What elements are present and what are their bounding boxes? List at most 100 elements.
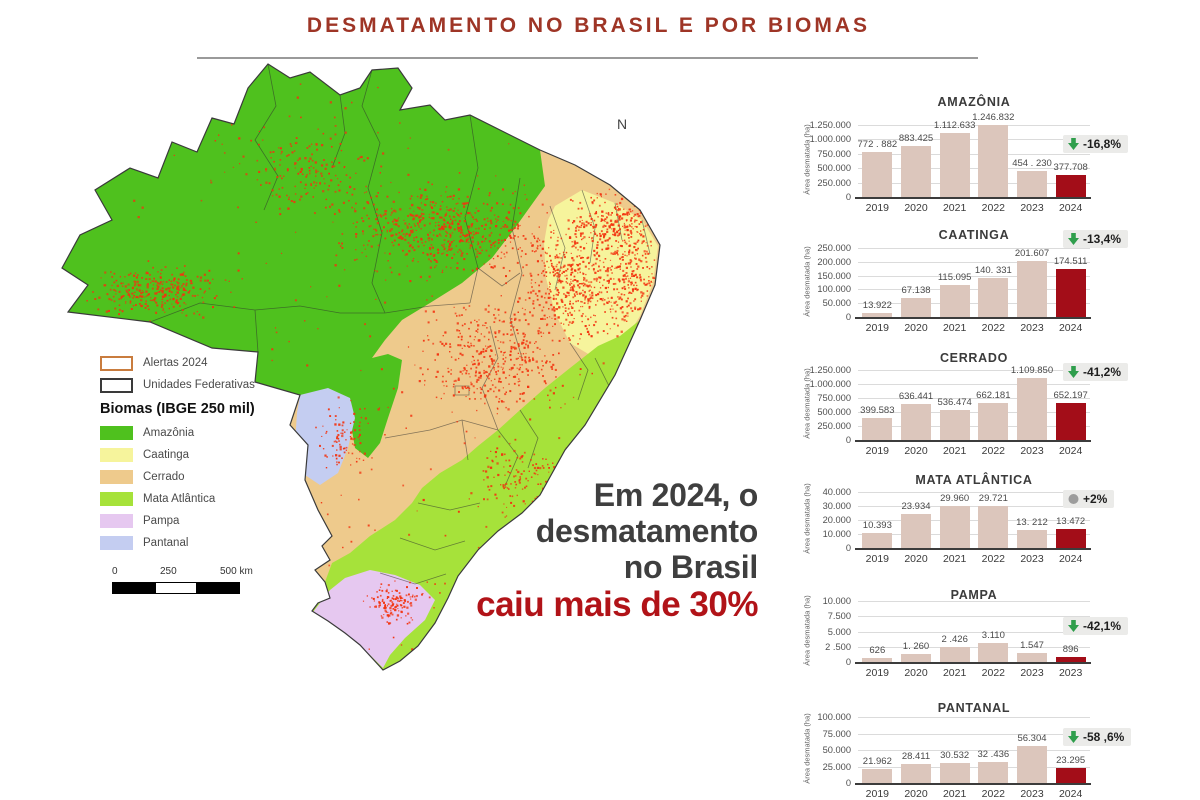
bar-2022 [978,761,1009,783]
x-tick-label: 2022 [981,788,1005,800]
x-tick-label: 2022 [981,202,1005,214]
x-tick-label: 2019 [865,788,889,800]
bar-2021 [939,132,970,197]
legend-swatch-amazonia [100,426,133,440]
change-badge: -41,2% [1063,363,1129,381]
x-tick-label: 2024 [1058,322,1083,334]
legend-label-caatinga: Caatinga [143,449,190,461]
x-tick-label: 2023 [1020,667,1044,679]
bar-value-label: 140. 331 [974,265,1012,277]
y-tick-label: 40.000 [822,487,851,497]
y-tick-label: 0 [845,312,851,322]
badge-text: -42,1% [1083,619,1122,633]
x-tick-label: 2024 [1058,202,1083,214]
y-tick-label: 750.000 [817,393,851,403]
y-tick-label: 30.000 [822,501,851,511]
chart-cerrado: CERRADO Área desmatada (ha) 0 250.000 500.00… [795,348,1200,470]
x-tick-label: 2022 [981,553,1005,565]
x-tick-label: 2021 [942,445,967,457]
bar-2020 [901,146,931,197]
legend-swatch-pampa [100,514,133,528]
bar-value-label: 377.708 [1053,162,1088,174]
x-tick-label: 2021 [942,667,967,679]
y-tick-label: 1.250.000 [809,120,851,130]
bar-2022 [978,402,1009,440]
y-tick-label: 500.000 [817,163,851,174]
x-tick-label: 2020 [904,667,928,679]
bar-value-label: 28.411 [901,751,931,763]
bar-value-label: 29.721 [978,493,1008,505]
bar-value-label: 30.532 [940,749,970,761]
x-tick-label: 2019 [865,667,889,679]
x-tick-label: 2020 [904,322,928,334]
y-tick-label: 250.000 [817,243,851,253]
change-badge: -58 ,6% [1063,728,1132,746]
bar-value-label: 21.962 [862,755,892,767]
scalebar-white-segment [156,583,196,593]
bar-value-label: 1.547 [1020,639,1044,651]
gridline [858,398,1090,399]
gridline [858,616,1090,618]
bar-value-label: 13.472 [1056,516,1086,528]
bar-2023 [1055,656,1086,662]
y-tick-label: 10.000 [822,596,851,606]
legend-swatch-caatinga [100,448,133,462]
legend-row-amazonia: Amazônia [100,423,290,443]
x-tick-label: 2020 [904,788,928,800]
gridline [858,733,1090,735]
gridline [858,261,1090,263]
bar-value-label: 201.607 [1014,248,1050,260]
map-legend: Alertas 2024 Unidades Federativas Biomas… [100,353,290,555]
legend-label-amazonia: Amazônia [143,427,195,439]
bar-2024 [1055,403,1086,440]
gridline [858,275,1090,277]
scalebar: 0 250 500 km [112,566,262,594]
scalebar-tick-0: 0 [112,566,118,577]
region-amazonia [62,64,545,458]
callout-line-1: Em 2024, o [593,477,759,513]
bar-value-label: 23.934 [901,501,931,513]
bar-2024 [1055,268,1086,317]
bar-2020 [901,404,931,440]
chart-title: PANTANAL [937,701,1011,715]
alerts-2024-swatch [100,355,133,371]
x-tick-label: 2020 [904,445,928,457]
chart-title: MATA ATLÂNTICA [915,473,1033,487]
bar-2023 [1017,261,1047,317]
badge-text: -41,2% [1083,365,1122,379]
gridline [858,125,1090,126]
legend-swatch-pantanal [100,536,133,550]
bar-value-label: 2 .426 [941,634,968,646]
legend-row-caatinga: Caatinga [100,445,290,465]
north-indicator: N [617,116,628,132]
bar-2019 [862,313,893,317]
bar-2019 [862,152,893,197]
bar-2022 [978,278,1009,317]
bar-value-label: 29.960 [940,493,970,505]
legend-row-cerrado: Cerrado [100,467,290,487]
bar-value-label: 174.511 [1053,255,1088,267]
chart-mata-atlantica: MATA ATLÂNTICA Área desmatada (ha) 0 10.000… [795,470,1200,585]
bar-value-label: 32 .436 [977,748,1010,760]
chart-title: PAMPA [950,588,998,602]
headline-callout: Em 2024, o desmatamento no Brasil caiu m… [338,477,758,625]
y-tick-label: 0 [845,778,851,788]
bar-value-label: 636.441 [898,391,934,403]
bar-2024 [1055,529,1086,548]
y-tick-label: 1.250.000 [809,365,851,375]
brazil-map [61,63,661,671]
gridline [858,412,1090,413]
bar-value-label: 1.112.633 [933,119,976,131]
region-pantanal [295,388,355,485]
x-tick-label: 2023 [1020,322,1044,334]
bar-value-label: 56.304 [1017,732,1047,744]
x-tick-label: 2019 [865,202,889,214]
y-tick-label: 1.000.000 [809,379,851,389]
bar-value-label: 536.474 [937,396,972,408]
legend-row-states: Unidades Federativas [100,375,290,395]
x-tick-label: 2024 [1058,788,1083,800]
x-tick-label: 2023 [1020,445,1044,457]
bar-value-label: 1.246.832 [972,112,1015,124]
bar-value-label: 1. 260 [902,641,930,653]
biomes-heading: Biomas (IBGE 250 mil) [100,401,255,417]
